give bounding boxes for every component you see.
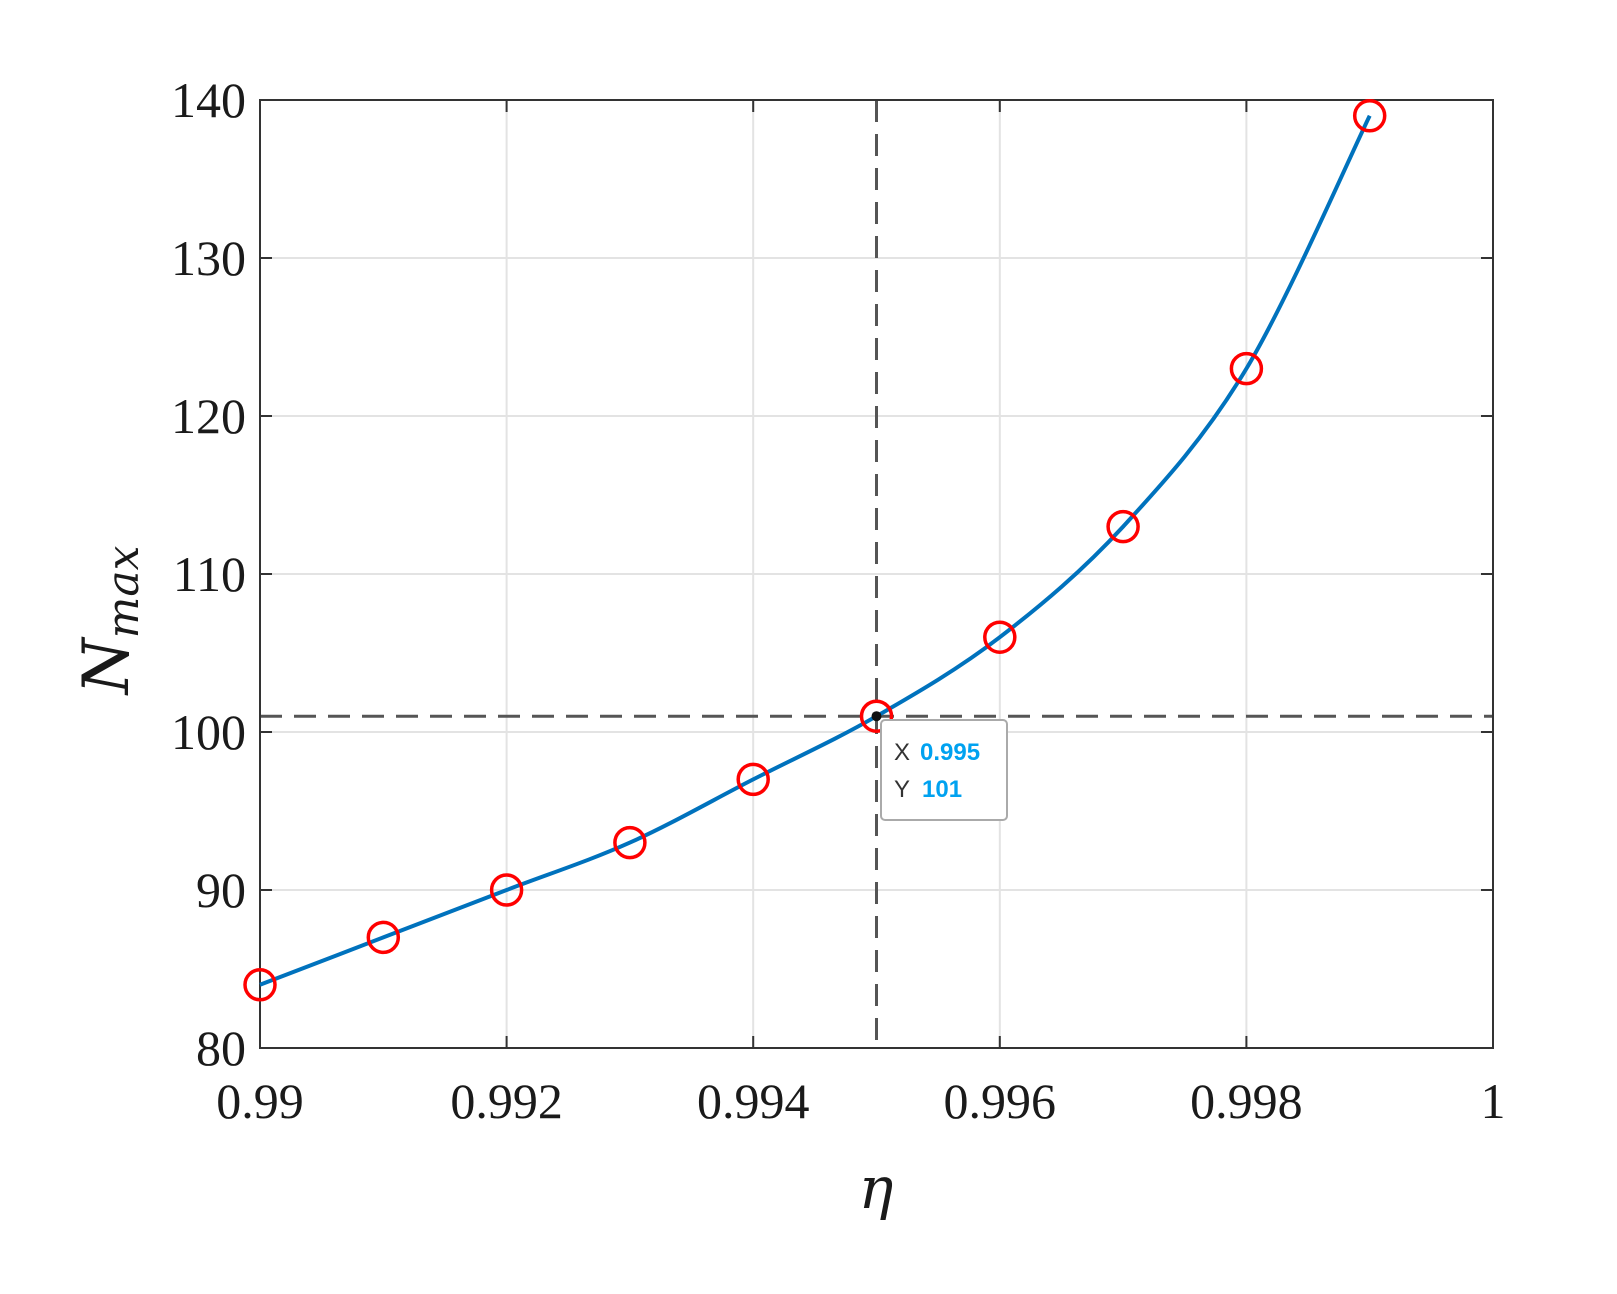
data-point-marker	[1229, 351, 1264, 386]
data-point-marker	[489, 873, 524, 907]
y-tick-label: 90	[196, 862, 246, 918]
y-tick-label: 130	[171, 230, 246, 286]
y-tick-label: 110	[173, 546, 246, 602]
series	[243, 99, 1387, 1002]
tick-labels: 0.99 0.992 0.994 0.996 0.998 1 80 90 100 110 120 13…	[171, 72, 1506, 1129]
y-tick-label: 120	[171, 388, 246, 444]
x-tick-label: 0.99	[216, 1073, 304, 1129]
data-point-marker	[1106, 509, 1140, 544]
axes-frame	[259, 99, 1494, 1049]
datatip[interactable]: X 0.995 Y 101	[871, 711, 1008, 821]
data-point-marker	[736, 762, 770, 797]
x-axis-label: η	[859, 1154, 894, 1222]
data-point-marker	[366, 920, 401, 955]
svg-text:Nmax: Nmax	[70, 545, 149, 696]
y-tick-label: 140	[171, 72, 246, 128]
y-tick-label: 80	[196, 1020, 246, 1076]
x-tick-label: 0.994	[697, 1073, 810, 1129]
data-point-marker	[1352, 99, 1387, 133]
datatip-y-value: 101	[922, 776, 962, 803]
x-tick-label: 1	[1481, 1073, 1506, 1129]
datatip-x-value: 0.995	[920, 739, 980, 766]
x-tick-label: 0.992	[450, 1073, 563, 1129]
series-line	[259, 114, 1372, 987]
datatip-x-key: X	[894, 739, 910, 766]
data-point-marker	[243, 968, 277, 1002]
datatip-box	[880, 719, 1008, 821]
x-tick-label: 0.998	[1190, 1073, 1303, 1129]
y-axis-label-main: N	[70, 636, 144, 696]
y-axis-label: Nmax	[70, 545, 149, 696]
datatip-y-key: Y	[894, 776, 910, 803]
data-point-marker	[983, 620, 1017, 654]
x-tick-label: 0.996	[944, 1073, 1057, 1129]
data-point-marker	[613, 825, 647, 860]
data-point-marker	[859, 699, 894, 733]
y-axis-label-subscript: max	[98, 545, 149, 638]
y-tick-label: 100	[171, 704, 246, 760]
datatip-anchor-dot	[871, 711, 882, 722]
